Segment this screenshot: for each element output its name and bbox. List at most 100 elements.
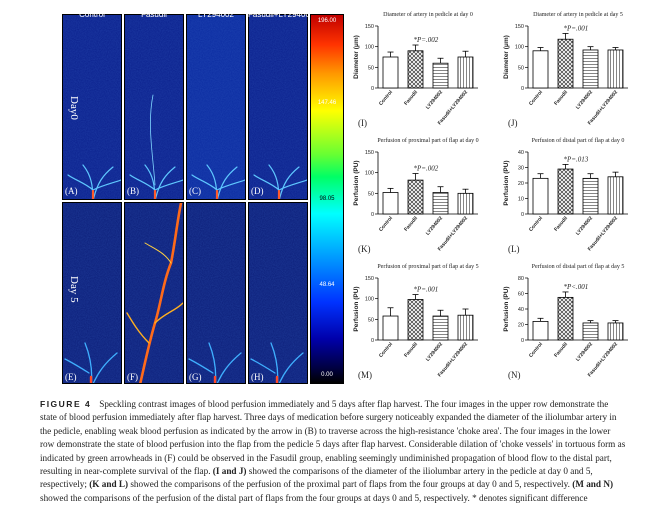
y-tick-label: 150 bbox=[365, 150, 374, 156]
y-tick-label: 100 bbox=[365, 171, 374, 177]
day0-image-2 bbox=[124, 14, 184, 200]
x-tick-label: Fasudil bbox=[403, 89, 419, 107]
chart-title: Diameter of artery in pedicle at day 5 bbox=[533, 11, 623, 18]
y-tick-label: 60 bbox=[518, 292, 524, 298]
bar bbox=[532, 50, 549, 89]
panel-letter-e: (E) bbox=[65, 372, 77, 382]
y-tick-label: 50 bbox=[368, 65, 374, 71]
caption-text-4: showed the comparisons of the perfusion … bbox=[40, 492, 588, 503]
y-axis-label: Diameter (μm) bbox=[353, 35, 360, 79]
y-tick-label: 0 bbox=[521, 338, 524, 344]
bar bbox=[407, 299, 424, 341]
significance-annotation: *P=.002 bbox=[414, 36, 439, 44]
bar bbox=[382, 192, 399, 215]
y-tick-label: 30 bbox=[518, 166, 524, 172]
significance-annotation: *P=.001 bbox=[414, 286, 439, 294]
bar bbox=[607, 176, 624, 215]
x-tick-label: LY294002 bbox=[425, 89, 444, 110]
x-tick-label: Fasudil bbox=[553, 341, 569, 359]
chart-panel-letter: (N) bbox=[508, 370, 521, 380]
bar bbox=[457, 314, 474, 341]
bar bbox=[582, 177, 599, 215]
y-axis-label: Perfusion (PU) bbox=[503, 160, 510, 205]
x-tick-label: LY294002 bbox=[575, 341, 594, 362]
x-tick-label: Fasudil bbox=[553, 215, 569, 233]
y-tick-label: 50 bbox=[368, 191, 374, 197]
bar bbox=[457, 192, 474, 215]
chart-title: Perfusion of proximal part of flap at da… bbox=[377, 263, 478, 270]
panel-letter-b: (B) bbox=[127, 186, 139, 196]
panel-letter-d: (D) bbox=[251, 186, 264, 196]
bar bbox=[407, 50, 424, 89]
bar bbox=[432, 62, 449, 89]
x-tick-label: Control bbox=[378, 341, 394, 359]
y-tick-label: 0 bbox=[371, 212, 374, 218]
day0-image-1 bbox=[62, 14, 122, 200]
bar bbox=[432, 192, 449, 215]
y-axis-label: Perfusion (PU) bbox=[503, 286, 510, 331]
colorbar bbox=[310, 14, 344, 384]
bar bbox=[382, 315, 399, 341]
day0-image-3 bbox=[186, 14, 246, 200]
caption-ref-kl: (K and L) bbox=[89, 479, 129, 490]
chart-panel-letter: (J) bbox=[508, 118, 518, 128]
y-tick-label: 20 bbox=[518, 323, 524, 329]
x-tick-label: Control bbox=[528, 215, 544, 233]
chart-title: Perfusion of distal part of flap at day … bbox=[532, 137, 625, 144]
y-axis-label: Perfusion (PU) bbox=[353, 286, 360, 331]
caption-text-2: showed the comparisons of the diameter o… bbox=[40, 466, 593, 490]
bar bbox=[582, 49, 599, 89]
figure-4: (A) (B) (C) (D) (E) (F) (G) (H) Control Fasudil LY… bbox=[62, 10, 628, 384]
y-tick-label: 0 bbox=[371, 86, 374, 92]
column-header-4: Fasudil+LY294002 bbox=[248, 10, 315, 19]
y-tick-label: 100 bbox=[365, 45, 374, 51]
y-tick-label: 40 bbox=[518, 307, 524, 313]
y-tick-label: 50 bbox=[518, 65, 524, 71]
y-tick-label: 150 bbox=[515, 24, 524, 30]
colorbar-tick-label: 98.05 bbox=[319, 196, 335, 202]
y-axis-label: Diameter (μm) bbox=[503, 35, 510, 79]
bar bbox=[457, 56, 474, 89]
x-tick-label: LY294002 bbox=[425, 341, 444, 362]
x-tick-label: LY294002 bbox=[575, 89, 594, 110]
chart-title: Perfusion of distal part of flap at day … bbox=[532, 263, 625, 270]
panel-letter-a: (A) bbox=[65, 186, 78, 196]
x-tick-label: Fasudil bbox=[553, 89, 569, 107]
caption-text-1: Speckling contrast images of blood perfu… bbox=[40, 399, 626, 477]
y-tick-label: 150 bbox=[365, 24, 374, 30]
figure-caption: FIGURE 4 Speckling contrast images of blo… bbox=[40, 398, 626, 505]
day5-image-3 bbox=[186, 202, 246, 384]
caption-text-3: showed the comparisons of the perfusion … bbox=[128, 479, 573, 490]
chart-title: Diameter of artery in pedicle at day 0 bbox=[383, 11, 473, 18]
caption-ref-mn: (M and N) bbox=[572, 479, 614, 490]
y-axis-label: Perfusion (PU) bbox=[353, 160, 360, 205]
panel-letter-c: (C) bbox=[189, 186, 201, 196]
y-tick-label: 20 bbox=[518, 181, 524, 187]
bar bbox=[407, 179, 424, 215]
y-tick-label: 0 bbox=[521, 86, 524, 92]
row-label-1: Day0 bbox=[68, 96, 80, 120]
bar bbox=[582, 322, 599, 341]
chart-title: Perfusion of proximal part of flap at da… bbox=[377, 137, 478, 144]
x-tick-label: LY294002 bbox=[425, 215, 444, 236]
bar bbox=[557, 168, 574, 215]
caption-ref-ij: (I and J) bbox=[212, 466, 247, 477]
chart-panel-letter: (K) bbox=[358, 244, 371, 254]
y-tick-label: 0 bbox=[521, 212, 524, 218]
y-tick-label: 100 bbox=[515, 45, 524, 51]
day0-image-4 bbox=[248, 14, 308, 200]
panel-letter-g: (G) bbox=[189, 372, 202, 382]
y-tick-label: 10 bbox=[518, 197, 524, 203]
x-tick-label: Control bbox=[378, 89, 394, 107]
x-tick-label: Control bbox=[378, 215, 394, 233]
y-tick-label: 40 bbox=[518, 150, 524, 156]
bar-charts: Diameter of artery in pedicle at day 0 0 5… bbox=[353, 11, 628, 380]
bar bbox=[532, 320, 549, 341]
y-tick-label: 50 bbox=[368, 317, 374, 323]
colorbar-tick-label: 48.64 bbox=[319, 282, 335, 288]
x-tick-label: LY294002 bbox=[575, 215, 594, 236]
chart-panel-letter: (M) bbox=[358, 370, 372, 380]
bar bbox=[557, 296, 574, 341]
y-tick-label: 0 bbox=[371, 338, 374, 344]
column-header-1: Control bbox=[79, 10, 105, 19]
